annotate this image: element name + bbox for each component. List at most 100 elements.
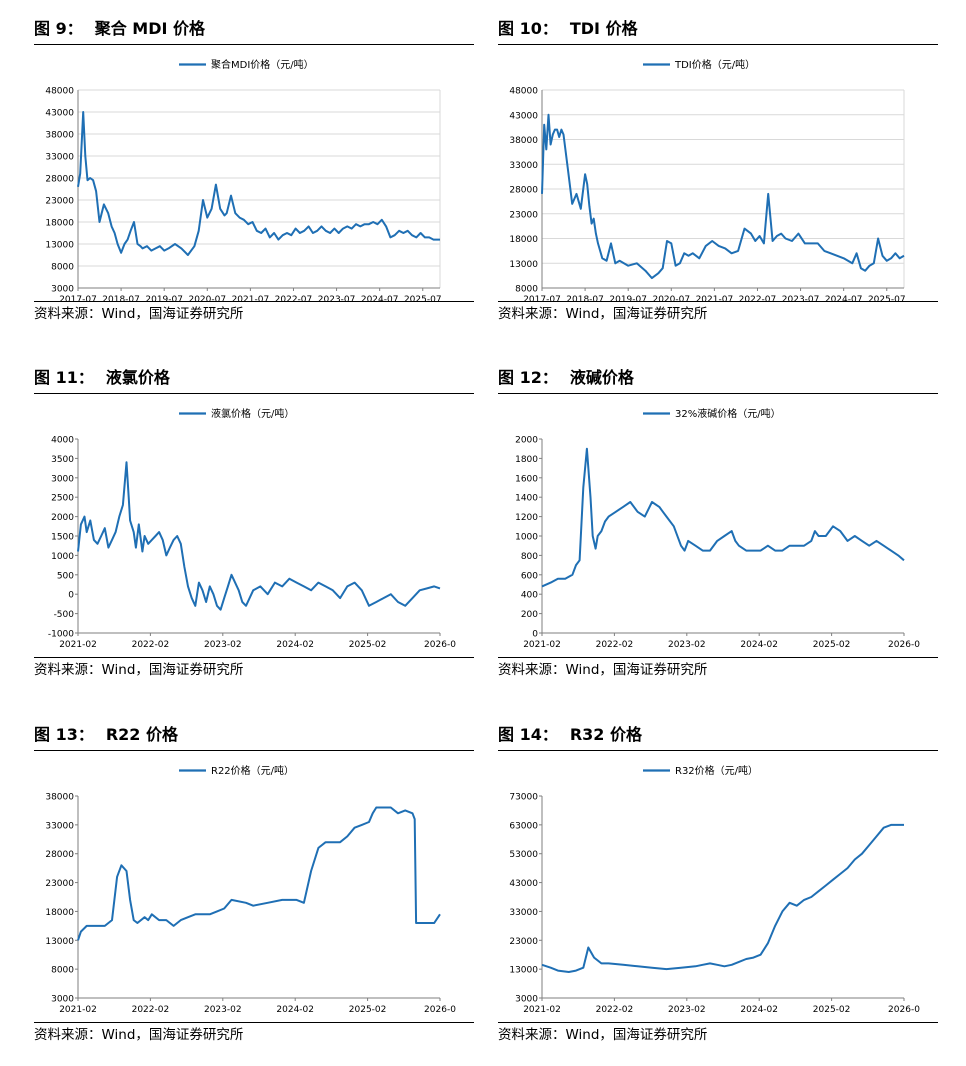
chart-liquid-chlorine-price: 液氯价格（元/吨） 4000 3500 3000 2500 2000 1500 1000 500… <box>48 407 456 650</box>
y-tick-label: 8000 <box>51 263 74 273</box>
x-tick-label: 2023-02 <box>204 640 242 650</box>
figure-name: R32 价格 <box>569 725 643 744</box>
y-tick-label: 1600 <box>515 474 538 484</box>
figure-title: 图 12： 液碱价格 <box>498 367 938 394</box>
chart-tdi-price: TDI价格（元/吨） 48000 43000 38000 33000 28000 23000… <box>509 58 906 305</box>
legend-label: TDI价格（元/吨） <box>674 58 755 71</box>
figure-name: TDI 价格 <box>569 19 638 38</box>
y-tick-label: 38000 <box>45 131 74 141</box>
x-tick-label: 2025-02 <box>349 1005 387 1015</box>
x-tick-label: 2022-02 <box>596 1005 634 1015</box>
legend-label: R22价格（元/吨） <box>211 764 294 777</box>
y-tick-label: 28000 <box>45 175 74 185</box>
y-tick-label: 63000 <box>509 821 538 831</box>
x-tick-label: 2020-07 <box>652 295 690 305</box>
chart-legend: R22价格（元/吨） <box>179 764 294 777</box>
y-tick-label: 1400 <box>515 494 538 504</box>
x-tick-label: 2025-02 <box>813 640 851 650</box>
y-tick-label: 1500 <box>51 533 74 543</box>
x-tick-label: 2025-02 <box>813 1005 851 1015</box>
y-tick-label: 33000 <box>45 153 74 163</box>
figure-number: 图 14： <box>498 725 558 744</box>
source-note: 资料来源：Wind，国海证券研究所 <box>34 657 474 680</box>
chart-legend: TDI价格（元/吨） <box>643 58 755 71</box>
y-tick-label: 3000 <box>515 995 538 1005</box>
x-tick-label: 2026-0 <box>888 1005 920 1015</box>
series-line <box>541 823 904 973</box>
legend-label: 32%液碱价格（元/吨） <box>675 407 781 420</box>
x-tick-label: 2018-07 <box>566 295 604 305</box>
y-tick-label: 400 <box>521 591 538 601</box>
y-tick-label: 800 <box>521 552 538 562</box>
y-tick-label: 500 <box>57 571 74 581</box>
y-tick-label: 1000 <box>515 533 538 543</box>
y-tick-label: 3000 <box>51 995 74 1005</box>
source-note: 资料来源：Wind，国海证券研究所 <box>34 301 474 324</box>
y-tick-label: 13000 <box>45 937 74 947</box>
y-tick-label: 2000 <box>51 513 74 523</box>
y-tick-label: 23000 <box>509 937 538 947</box>
source-note: 资料来源：Wind，国海证券研究所 <box>34 1022 474 1045</box>
y-tick-label: 33000 <box>45 821 74 831</box>
figure-number: 图 11： <box>34 368 94 387</box>
x-tick-label: 2022-02 <box>596 640 634 650</box>
x-tick-label: 2023-02 <box>668 640 706 650</box>
x-tick-label: 2023-02 <box>668 1005 706 1015</box>
y-tick-label: 1800 <box>515 455 538 465</box>
y-tick-label: 28000 <box>509 186 538 196</box>
y-tick-label: 23000 <box>45 197 74 207</box>
x-tick-label: 2026-0 <box>424 1005 456 1015</box>
series-line <box>541 447 905 588</box>
x-tick-label: 2023-02 <box>204 1005 242 1015</box>
y-tick-label: 600 <box>521 571 538 581</box>
x-tick-label: 2018-07 <box>102 295 140 305</box>
x-tick-label: 2023-07 <box>318 295 356 305</box>
source-note: 资料来源：Wind，国海证券研究所 <box>498 1022 938 1045</box>
x-tick-label: 2024-07 <box>361 295 399 305</box>
y-tick-label: 3000 <box>51 474 74 484</box>
figure-title: 图 14： R32 价格 <box>498 724 938 751</box>
x-tick-label: 2026-0 <box>424 640 456 650</box>
x-tick-label: 2022-02 <box>132 1005 170 1015</box>
figure-name: 聚合 MDI 价格 <box>94 19 206 38</box>
y-tick-label: -1000 <box>48 630 74 640</box>
y-tick-label: 3000 <box>51 285 74 295</box>
figure-title: 图 13： R22 价格 <box>34 724 474 751</box>
chart-legend: 聚合MDI价格（元/吨） <box>179 58 314 71</box>
y-tick-label: 38000 <box>509 136 538 146</box>
figure-number: 图 12： <box>498 368 558 387</box>
x-tick-label: 2017-07 <box>59 295 97 305</box>
chart-legend: R32价格（元/吨） <box>643 764 758 777</box>
y-tick-label: 23000 <box>509 210 538 220</box>
figure-name: R22 价格 <box>105 725 179 744</box>
y-tick-label: 18000 <box>45 219 74 229</box>
chart-r32-price: R32价格（元/吨） 73000 63000 53000 43000 33000 23000… <box>509 764 920 1015</box>
y-tick-label: 43000 <box>509 111 538 121</box>
figure-name: 液碱价格 <box>569 368 634 387</box>
y-tick-label: 4000 <box>51 436 74 446</box>
source-note: 资料来源：Wind，国海证券研究所 <box>498 657 938 680</box>
x-tick-label: 2025-02 <box>349 640 387 650</box>
y-tick-label: 0 <box>532 630 538 640</box>
y-tick-label: 23000 <box>45 879 74 889</box>
x-tick-label: 2024-07 <box>825 295 863 305</box>
y-tick-label: 38000 <box>45 793 74 803</box>
y-tick-label: 28000 <box>45 850 74 860</box>
x-tick-label: 2020-07 <box>188 295 226 305</box>
chart-mdi-price: 聚合MDI价格（元/吨） 48000 43000 38000 33000 28000 230… <box>45 58 442 305</box>
source-note: 资料来源：Wind，国海证券研究所 <box>498 301 938 324</box>
x-tick-label: 2021-02 <box>59 640 97 650</box>
y-tick-label: 43000 <box>509 879 538 889</box>
x-tick-label: 2022-07 <box>739 295 777 305</box>
y-tick-label: 48000 <box>509 87 538 97</box>
y-tick-label: 33000 <box>509 908 538 918</box>
x-tick-label: 2021-02 <box>523 1005 561 1015</box>
x-tick-label: 2025-07 <box>404 295 442 305</box>
figure-number: 图 13： <box>34 725 94 744</box>
y-tick-label: -500 <box>54 610 75 620</box>
figure-name: 液氯价格 <box>105 368 170 387</box>
x-tick-label: 2025-07 <box>868 295 906 305</box>
y-tick-label: 1000 <box>51 552 74 562</box>
y-tick-label: 13000 <box>509 966 538 976</box>
x-tick-label: 2021-07 <box>696 295 734 305</box>
